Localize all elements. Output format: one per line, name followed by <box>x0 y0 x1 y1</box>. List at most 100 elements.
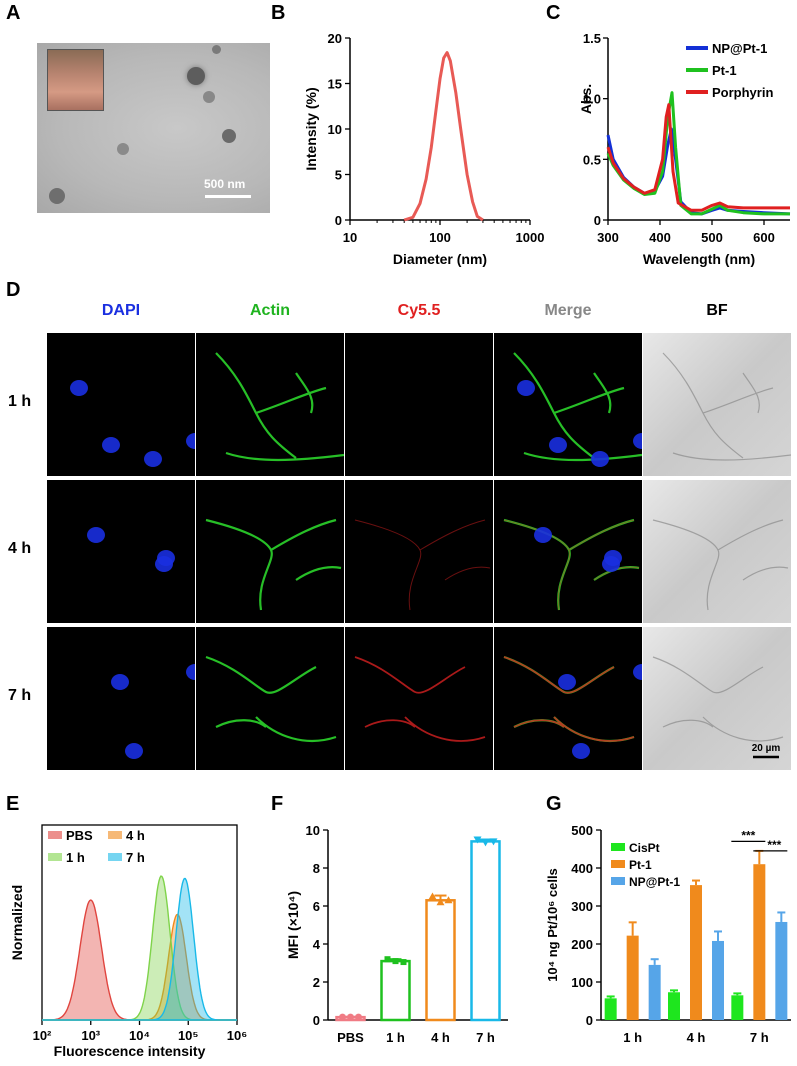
micrograph-drawing <box>503 655 642 759</box>
actin-filaments <box>205 655 337 742</box>
legend-label: Pt-1 <box>629 858 652 872</box>
column-label: Merge <box>544 302 592 319</box>
nanoparticle <box>212 45 221 54</box>
x-tick-label: 10² <box>33 1028 52 1043</box>
y-tick-label: 0 <box>586 1013 593 1028</box>
significance-label: *** <box>741 828 755 842</box>
nucleus <box>155 556 173 572</box>
panel-letter-c: C <box>546 2 561 24</box>
data-point <box>392 958 399 965</box>
y-tick-label: 4 <box>313 937 321 952</box>
panel-letter-b: B <box>271 2 286 24</box>
chart-g: 0 100 200 300 400 500 10⁴ ng Pt/10⁶ cells 1 h 4 … <box>545 823 791 1045</box>
column-label: Cy5.5 <box>397 302 441 319</box>
bar-cispt <box>731 995 744 1020</box>
micrograph-cy5-5 <box>345 480 493 623</box>
y-tick-label: 0 <box>313 1013 320 1028</box>
row-label: 7 h <box>8 687 32 704</box>
x-tick-label: 400 <box>649 230 671 245</box>
nucleus <box>517 380 535 396</box>
bar-pt-1 <box>690 885 702 1020</box>
x-tick-label: 100 <box>429 230 451 245</box>
micrograph-dapi <box>47 480 195 623</box>
nucleus <box>87 527 105 543</box>
row-label: 1 h <box>8 393 32 410</box>
actin-filaments <box>215 352 344 462</box>
nanoparticle <box>187 67 205 85</box>
micrograph-bf <box>643 480 791 623</box>
y-tick-label: 8 <box>313 861 320 876</box>
vial-photo-inset <box>47 49 104 111</box>
bar-np-pt-1 <box>648 964 661 1020</box>
micrograph-drawing <box>354 656 486 742</box>
micrograph-drawing <box>111 664 195 759</box>
y-tick-label: 10 <box>306 823 320 838</box>
legend-label: 7 h <box>126 850 145 865</box>
brightfield-outline <box>652 656 784 742</box>
y-axis-title: Normalized <box>9 885 25 960</box>
brightfield-outline <box>652 519 789 611</box>
micrograph-drawing <box>652 519 789 611</box>
significance-label: *** <box>767 838 781 852</box>
micrograph-dapi <box>47 333 195 476</box>
cy55-signal <box>354 519 491 611</box>
legend-swatch <box>108 853 122 861</box>
y-tick-label: 400 <box>571 861 593 876</box>
series-line <box>606 91 790 216</box>
y-tick-label: 300 <box>571 899 593 914</box>
y-tick-label: 6 <box>313 899 320 914</box>
y-axis-title: 10⁴ ng Pt/10⁶ cells <box>545 868 560 982</box>
legend-swatch <box>48 853 62 861</box>
nanoparticle <box>203 91 215 103</box>
micrograph-actin <box>196 333 344 476</box>
series-line <box>403 51 484 222</box>
column-label: BF <box>706 302 728 319</box>
nucleus <box>70 380 88 396</box>
x-tick-label: 10⁶ <box>227 1028 247 1043</box>
x-tick-label: 500 <box>701 230 723 245</box>
bar-cispt <box>668 992 680 1020</box>
x-tick-label: 1 h <box>386 1030 405 1045</box>
legend-swatch <box>611 877 625 885</box>
x-axis-title: Diameter (nm) <box>393 251 487 267</box>
nucleus <box>633 664 642 680</box>
y-tick-label: 200 <box>571 937 593 952</box>
legend-label: NP@Pt-1 <box>712 41 767 56</box>
micrograph-drawing <box>662 352 791 461</box>
panel-letter-a: A <box>6 2 21 24</box>
legend-swatch <box>48 831 62 839</box>
histogram-7-h <box>42 877 237 1021</box>
actin-filaments <box>205 518 342 611</box>
column-label: Actin <box>250 302 290 319</box>
nucleus <box>111 674 129 690</box>
scale-bar-label: 500 nm <box>204 177 246 191</box>
data-point <box>481 839 490 847</box>
nanoparticle <box>222 129 236 143</box>
y-tick-label: 1.5 <box>583 31 601 46</box>
x-tick-label: 7 h <box>750 1030 769 1045</box>
micrograph-bf <box>643 333 791 476</box>
bar-np-pt-1 <box>712 940 724 1020</box>
nucleus <box>549 437 567 453</box>
bar-cispt <box>604 998 617 1020</box>
x-tick-label: PBS <box>337 1030 364 1045</box>
data-point <box>489 838 498 846</box>
nucleus <box>186 664 195 680</box>
micrograph-drawing <box>205 655 337 742</box>
micrograph-drawing <box>70 380 195 467</box>
scale-bar-line <box>205 195 251 198</box>
panel-letter-f: F <box>271 793 284 815</box>
micrograph-merge <box>494 480 642 623</box>
legend-swatch <box>108 831 122 839</box>
y-tick-label: 20 <box>328 31 342 46</box>
y-tick-label: 0.5 <box>583 152 601 167</box>
y-tick-label: 5 <box>335 168 342 183</box>
bar-pt-1 <box>626 935 639 1020</box>
cy55-signal <box>354 656 486 742</box>
nucleus <box>102 437 120 453</box>
y-tick-label: 0 <box>335 213 342 228</box>
legend-label: PBS <box>66 828 93 843</box>
scale-bar-label: 20 µm <box>752 743 781 754</box>
y-tick-label: 500 <box>571 823 593 838</box>
legend-swatch <box>611 860 625 868</box>
